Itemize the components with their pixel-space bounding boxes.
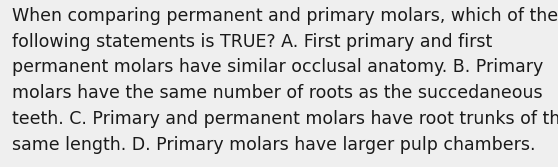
Text: permanent molars have similar occlusal anatomy. B. Primary: permanent molars have similar occlusal a…	[12, 58, 543, 76]
Text: following statements is TRUE? A. First primary and first: following statements is TRUE? A. First p…	[12, 33, 493, 51]
Text: When comparing permanent and primary molars, which of the: When comparing permanent and primary mol…	[12, 7, 558, 25]
Text: molars have the same number of roots as the succedaneous: molars have the same number of roots as …	[12, 84, 543, 102]
Text: teeth. C. Primary and permanent molars have root trunks of the: teeth. C. Primary and permanent molars h…	[12, 110, 558, 128]
Text: same length. D. Primary molars have larger pulp chambers.: same length. D. Primary molars have larg…	[12, 136, 536, 154]
